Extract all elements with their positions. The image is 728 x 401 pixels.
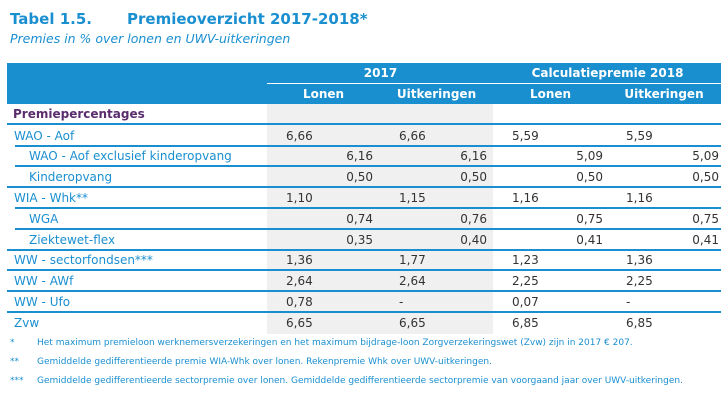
- column-band-2017: [267, 104, 493, 334]
- cell-value: 5,59: [512, 128, 539, 143]
- footnote-text: Het maximum premieloon werknemersverzeke…: [37, 338, 633, 348]
- footnote-text: Gemiddelde gedifferentieerde premie WIA-…: [37, 357, 492, 367]
- table-row: WIA - Whk** 1,10 1,15 1,16 1,16: [0, 188, 728, 209]
- cell-value: -: [626, 294, 631, 309]
- table-row: Zvw 6,65 6,65 6,85 6,85: [0, 313, 728, 334]
- table-row: WGA 0,74 0,76 0,75 0,75: [0, 209, 728, 230]
- row-label: WAO - Aof: [14, 128, 75, 143]
- cell-value: 6,65: [399, 315, 426, 330]
- cell-value: 0,50: [576, 170, 603, 185]
- row-divider: [7, 310, 721, 313]
- row-label: Ziektewet-flex: [29, 232, 116, 247]
- cell-value: 6,65: [286, 315, 313, 330]
- cell-value: 0,41: [576, 232, 603, 247]
- footnote-mark: *: [10, 338, 15, 348]
- cell-value: 0,35: [346, 232, 373, 247]
- cell-value: 6,85: [626, 315, 653, 330]
- cell-value: 1,36: [626, 253, 653, 268]
- table-row: Kinderopvang 0,50 0,50 0,50 0,50: [0, 167, 728, 189]
- table-row: WAO - Aof 6,66 6,66 5,59 5,59: [0, 126, 728, 147]
- footnote-mark: **: [10, 357, 19, 367]
- table-header: 2017 Calculatiepremie 2018 Lonen Uitkeri…: [7, 63, 721, 104]
- table-row: WW - AWf 2,64 2,64 2,25 2,25: [0, 271, 728, 293]
- table-title: Tabel 1.5. Premieoverzicht 2017-2018*: [10, 10, 368, 28]
- cell-value: 0,40: [460, 232, 487, 247]
- table-row: WW - Ufo 0,78 - 0,07 -: [0, 292, 728, 313]
- cell-value: 1,23: [512, 253, 539, 268]
- row-divider: [7, 186, 721, 189]
- header-divider: [267, 83, 721, 84]
- cell-value: 5,09: [576, 149, 603, 164]
- row-label: WW - sectorfondsen***: [14, 253, 153, 268]
- row-label: Zvw: [14, 315, 40, 330]
- row-divider: [15, 165, 721, 168]
- cell-value: 0,50: [692, 170, 719, 185]
- cell-value: 1,16: [512, 190, 539, 205]
- table-row: WW - sectorfondsen*** 1,36 1,77 1,23 1,36: [0, 250, 728, 272]
- cell-value: 1,15: [399, 190, 426, 205]
- cell-value: 6,16: [346, 149, 373, 164]
- cell-value: 6,85: [512, 315, 539, 330]
- row-divider: [15, 227, 721, 230]
- cell-value: 5,59: [626, 128, 653, 143]
- cell-value: 2,25: [626, 274, 653, 289]
- cell-value: 0,74: [346, 211, 373, 226]
- cell-value: 0,78: [286, 294, 313, 309]
- cell-value: 0,76: [460, 211, 487, 226]
- header-2018-lonen: Lonen: [529, 87, 572, 101]
- footnote-text: Gemiddelde gedifferentieerde sectorpremi…: [37, 376, 683, 386]
- header-group-2018: Calculatiepremie 2018: [531, 66, 684, 80]
- cell-value: 0,07: [512, 294, 539, 309]
- cell-value: 2,64: [286, 274, 313, 289]
- row-label: Kinderopvang: [29, 170, 113, 185]
- cell-value: -: [399, 294, 404, 309]
- cell-value: 0,75: [692, 211, 719, 226]
- cell-value: 0,75: [576, 211, 603, 226]
- cell-value: 0,50: [346, 170, 373, 185]
- cell-value: 1,36: [286, 253, 313, 268]
- cell-value: 2,64: [399, 274, 426, 289]
- row-divider: [7, 248, 721, 251]
- section-label: Premiepercentages: [13, 107, 145, 121]
- header-group-2017: 2017: [363, 66, 398, 80]
- cell-value: 0,50: [460, 170, 487, 185]
- row-label: WW - Ufo: [14, 294, 71, 309]
- table-title-text: Premieoverzicht 2017-2018*: [127, 10, 368, 28]
- cell-value: 1,77: [399, 253, 426, 268]
- table-number: Tabel 1.5.: [10, 10, 92, 28]
- footnote-mark: ***: [10, 376, 24, 386]
- row-divider: [7, 269, 721, 272]
- row-divider: [15, 206, 721, 209]
- table-subtitle: Premies in % over lonen en UWV-uitkering…: [10, 31, 291, 46]
- header-2018-uitkeringen: Uitkeringen: [624, 87, 704, 101]
- row-divider: [7, 290, 721, 293]
- cell-value: 6,66: [399, 128, 426, 143]
- cell-value: 1,10: [286, 190, 313, 205]
- cell-value: 5,09: [692, 149, 719, 164]
- header-2017-lonen: Lonen: [302, 87, 345, 101]
- header-2017-uitkeringen: Uitkeringen: [396, 87, 477, 101]
- table-row: WAO - Aof exclusief kinderopvang 6,16 6,16…: [0, 146, 728, 168]
- row-divider: [15, 144, 721, 147]
- cell-value: 6,16: [460, 149, 487, 164]
- row-label: WGA: [29, 211, 59, 226]
- table-row: Ziektewet-flex 0,35 0,40 0,41 0,41: [0, 230, 728, 251]
- row-divider: [7, 123, 721, 125]
- cell-value: 6,66: [286, 128, 313, 143]
- cell-value: 1,16: [626, 190, 653, 205]
- cell-value: 0,41: [692, 232, 719, 247]
- cell-value: 2,25: [512, 274, 539, 289]
- row-label: WW - AWf: [14, 274, 74, 289]
- row-label: WIA - Whk**: [14, 190, 88, 205]
- row-label: WAO - Aof exclusief kinderopvang: [29, 149, 232, 164]
- section-row: Premiepercentages: [0, 104, 728, 125]
